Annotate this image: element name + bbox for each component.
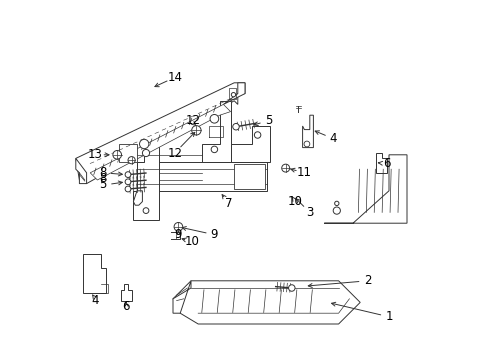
Circle shape [128, 157, 135, 164]
Polygon shape [119, 144, 137, 162]
Text: 5: 5 [265, 114, 272, 127]
Polygon shape [231, 126, 270, 162]
Circle shape [113, 150, 122, 159]
Text: 10: 10 [288, 195, 303, 208]
Polygon shape [76, 158, 87, 184]
Text: 9: 9 [174, 228, 182, 241]
Polygon shape [303, 115, 314, 148]
Polygon shape [76, 83, 245, 184]
Polygon shape [223, 83, 245, 104]
Polygon shape [133, 191, 143, 205]
Circle shape [333, 207, 341, 214]
Polygon shape [173, 281, 191, 313]
Text: 6: 6 [384, 157, 391, 170]
Text: 4: 4 [91, 294, 98, 307]
Circle shape [125, 186, 131, 192]
Polygon shape [83, 254, 106, 293]
Circle shape [335, 201, 339, 206]
Polygon shape [376, 153, 387, 173]
Circle shape [192, 126, 201, 135]
Polygon shape [202, 101, 231, 162]
Text: 8: 8 [99, 166, 106, 179]
Circle shape [289, 285, 295, 291]
Text: 9: 9 [211, 228, 218, 241]
Circle shape [174, 222, 183, 231]
Circle shape [210, 114, 219, 123]
Text: 10: 10 [185, 235, 199, 248]
Polygon shape [121, 284, 132, 301]
Text: 14: 14 [167, 71, 182, 84]
Circle shape [140, 139, 149, 149]
Text: 3: 3 [306, 206, 314, 219]
Circle shape [231, 93, 236, 97]
Circle shape [143, 149, 149, 157]
Text: 4: 4 [329, 132, 337, 145]
Text: 12: 12 [167, 147, 182, 159]
Circle shape [233, 123, 239, 130]
Circle shape [282, 164, 290, 172]
Text: 7: 7 [225, 197, 233, 210]
Text: 12: 12 [185, 114, 200, 127]
Text: 5: 5 [99, 178, 106, 191]
Polygon shape [90, 104, 231, 180]
Polygon shape [234, 164, 265, 189]
Text: 11: 11 [297, 166, 312, 179]
Circle shape [211, 146, 218, 153]
Polygon shape [137, 162, 267, 191]
Text: 13: 13 [88, 148, 103, 161]
Polygon shape [133, 144, 159, 220]
Circle shape [125, 172, 131, 177]
Text: 6: 6 [122, 300, 130, 312]
Circle shape [125, 179, 131, 185]
Polygon shape [173, 281, 360, 324]
Circle shape [304, 141, 310, 147]
Polygon shape [324, 155, 407, 223]
Text: 1: 1 [385, 310, 393, 323]
Text: 2: 2 [364, 274, 371, 287]
Circle shape [254, 132, 261, 138]
Circle shape [143, 208, 149, 213]
Text: 8: 8 [99, 172, 106, 185]
